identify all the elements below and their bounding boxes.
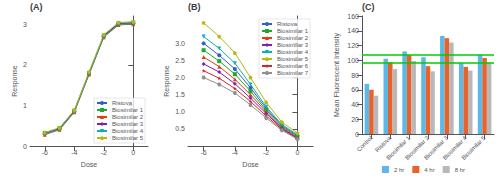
svg-text:Biosimilar 4: Biosimilar 4: [112, 128, 144, 134]
svg-text:2.0: 2.0: [175, 74, 185, 81]
svg-text:Ristova: Ristova: [112, 100, 133, 106]
svg-text:Biosimilar 2: Biosimilar 2: [112, 114, 144, 120]
svg-text:(C): (C): [362, 2, 375, 12]
svg-text:0.5: 0.5: [175, 125, 185, 132]
svg-text:Biosimilar 3: Biosimilar 3: [112, 121, 144, 127]
svg-text:2: 2: [23, 61, 27, 68]
svg-text:-6: -6: [42, 149, 48, 156]
svg-text:0: 0: [131, 149, 135, 156]
svg-text:20: 20: [351, 116, 359, 123]
svg-text:Mean Fluorescent Intensity: Mean Fluorescent Intensity: [333, 32, 341, 117]
svg-text:40: 40: [351, 101, 359, 108]
svg-text:0: 0: [295, 149, 299, 156]
svg-text:Biosimilar 5: Biosimilar 5: [461, 134, 488, 161]
svg-text:Biosimilar 2: Biosimilar 2: [404, 134, 431, 161]
svg-text:Response: Response: [11, 65, 19, 97]
svg-text:Ristova: Ristova: [374, 134, 393, 153]
svg-text:Biosimilar 4: Biosimilar 4: [277, 49, 309, 55]
svg-text:8 hr: 8 hr: [455, 167, 465, 173]
svg-text:1.5: 1.5: [175, 91, 185, 98]
svg-text:160: 160: [347, 13, 359, 20]
svg-text:80: 80: [351, 72, 359, 79]
svg-text:Biosimilar 7: Biosimilar 7: [277, 70, 309, 76]
svg-text:2 hr: 2 hr: [394, 167, 404, 173]
svg-text:Biosimilar 1: Biosimilar 1: [385, 134, 412, 161]
svg-text:Dose: Dose: [81, 161, 97, 168]
svg-text:1.0: 1.0: [175, 108, 185, 115]
svg-text:Biosimilar 4: Biosimilar 4: [441, 134, 468, 161]
svg-text:1: 1: [23, 102, 27, 109]
svg-text:-4: -4: [71, 149, 77, 156]
svg-text:0: 0: [355, 131, 359, 138]
svg-text:Control: Control: [356, 135, 374, 153]
svg-text:140: 140: [347, 27, 359, 34]
svg-text:Biosimilar 3: Biosimilar 3: [277, 42, 309, 48]
svg-text:(A): (A): [30, 2, 43, 12]
svg-text:Biosimilar 2: Biosimilar 2: [277, 35, 309, 41]
svg-text:Biosimilar 5: Biosimilar 5: [277, 56, 309, 62]
svg-text:Biosimilar 1: Biosimilar 1: [112, 107, 144, 113]
svg-text:(B): (B): [188, 2, 201, 12]
svg-text:0: 0: [23, 143, 27, 150]
svg-text:-6: -6: [201, 149, 207, 156]
svg-text:Biosimilar 5: Biosimilar 5: [112, 135, 144, 141]
svg-text:100: 100: [347, 57, 359, 64]
svg-text:3: 3: [23, 21, 27, 28]
svg-text:60: 60: [351, 86, 359, 93]
svg-text:2.5: 2.5: [175, 57, 185, 64]
svg-text:Response: Response: [163, 65, 171, 97]
svg-text:Biosimilar 1: Biosimilar 1: [277, 28, 309, 34]
svg-text:-2: -2: [101, 149, 107, 156]
svg-text:Dose: Dose: [242, 161, 258, 168]
svg-text:120: 120: [347, 42, 359, 49]
svg-text:3.0: 3.0: [175, 40, 185, 47]
svg-text:-2: -2: [263, 149, 269, 156]
svg-text:-4: -4: [232, 149, 238, 156]
svg-text:4 hr: 4 hr: [424, 167, 434, 173]
svg-text:Biosimilar 3: Biosimilar 3: [422, 134, 449, 161]
svg-text:Ristova: Ristova: [277, 21, 298, 27]
svg-text:Biosimilar 6: Biosimilar 6: [277, 63, 309, 69]
